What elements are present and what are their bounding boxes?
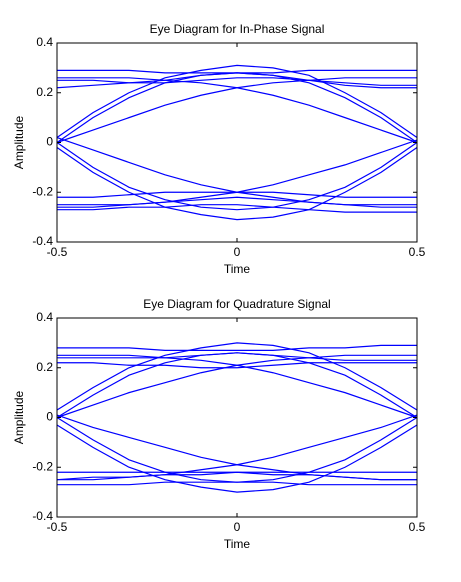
y-axis-label: Amplitude	[12, 116, 26, 170]
trace	[56, 72, 417, 89]
chart-title: Eye Diagram for Quadrature Signal	[143, 297, 330, 311]
y-tick-label: 0	[46, 135, 53, 149]
x-tick-label: -0.5	[47, 520, 68, 534]
trace	[57, 481, 417, 486]
trace	[57, 196, 417, 206]
y-tick-label: -0.4	[32, 234, 53, 248]
y-tick-label: 0.4	[36, 35, 53, 49]
trace	[56, 77, 417, 144]
x-tick-label: 0.5	[409, 245, 426, 259]
trace	[56, 146, 418, 221]
y-tick-label: 0.4	[36, 310, 53, 324]
trace	[56, 354, 417, 419]
x-tick-label: -0.5	[47, 245, 68, 259]
trace	[57, 362, 417, 369]
trace	[56, 142, 418, 211]
y-tick-label: 0	[46, 410, 53, 424]
trace	[56, 424, 418, 493]
x-tick-label: 0	[234, 245, 241, 259]
plot-area	[57, 318, 417, 517]
trace	[56, 136, 417, 208]
y-tick-label: -0.4	[32, 509, 53, 523]
plot-area	[57, 43, 417, 242]
x-axis-label: Time	[224, 262, 251, 276]
y-tick-label: -0.2	[32, 184, 53, 198]
trace	[56, 64, 418, 139]
x-axis-label: Time	[224, 537, 251, 551]
trace	[57, 344, 417, 351]
x-tick-label: 0.5	[409, 520, 426, 534]
trace	[56, 342, 418, 411]
trace	[56, 414, 417, 481]
x-tick-label: 0	[234, 520, 241, 534]
trace	[57, 204, 417, 213]
y-tick-label: 0.2	[36, 85, 53, 99]
trace	[57, 77, 417, 86]
chart-title: Eye Diagram for In-Phase Signal	[150, 22, 325, 36]
y-tick-label: -0.2	[32, 459, 53, 473]
trace	[57, 352, 417, 361]
y-axis-label: Amplitude	[12, 391, 26, 445]
y-tick-label: 0.2	[36, 360, 53, 374]
